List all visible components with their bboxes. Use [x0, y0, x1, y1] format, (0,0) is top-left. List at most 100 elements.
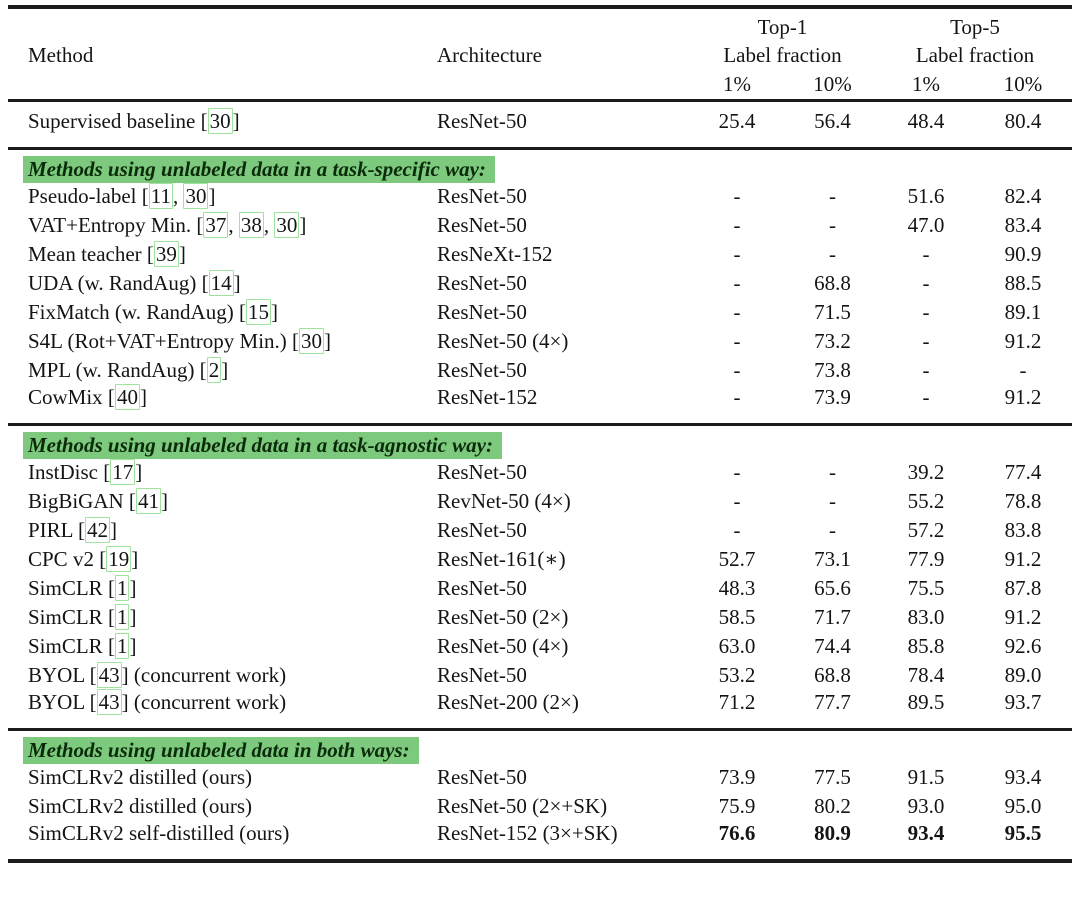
- value-cell: 77.4: [1004, 459, 1042, 484]
- citation-link[interactable]: 14: [208, 269, 234, 296]
- method-cell: BYOL [43] (concurrent work): [28, 688, 287, 715]
- architecture-cell: ResNet-152 (3×+SK): [437, 820, 618, 845]
- value-cell: 77.9: [907, 546, 945, 571]
- value-cell: -: [829, 488, 836, 513]
- value-cell: 87.8: [1004, 575, 1042, 600]
- top5-10pct-header: 10%: [1003, 71, 1043, 96]
- architecture-cell: ResNet-152: [437, 384, 538, 409]
- citation-link[interactable]: 43: [96, 688, 122, 715]
- header-spacer: [8, 7, 437, 40]
- citation-link[interactable]: 30: [299, 327, 325, 354]
- table-row: Pseudo-label [11, 30] ResNet-50 - - 51.6 82.4: [8, 182, 1072, 211]
- value-cell: 73.9: [718, 764, 756, 789]
- value-cell: 68.8: [814, 662, 851, 687]
- table-row: VAT+Entropy Min. [37, 38, 30] ResNet-50 - -…: [8, 211, 1072, 240]
- citation-link[interactable]: 1: [114, 603, 130, 630]
- value-cell: 91.5: [907, 764, 945, 789]
- table-row: CowMix [40] ResNet-152 - 73.9 - 91.2: [8, 383, 1072, 425]
- top5-group-title: Top-5: [950, 15, 1000, 39]
- value-cell: 80.2: [814, 793, 851, 818]
- architecture-cell: ResNet-50: [437, 183, 527, 208]
- citation-link[interactable]: 40: [114, 383, 140, 410]
- method-cell: UDA (w. RandAug) [14]: [28, 269, 241, 296]
- table-row: BYOL [43] (concurrent work) ResNet-50 53.2…: [8, 661, 1072, 690]
- architecture-cell: ResNet-50 (4×): [437, 328, 569, 353]
- citation-link[interactable]: 42: [84, 516, 110, 543]
- value-cell: -: [733, 299, 741, 324]
- value-cell: 73.1: [814, 546, 851, 571]
- value-cell: -: [922, 357, 930, 382]
- value-cell: 71.5: [814, 299, 851, 324]
- value-cell: -: [733, 270, 741, 295]
- value-cell: 89.0: [1004, 662, 1042, 687]
- citation-link[interactable]: 19: [106, 545, 132, 572]
- value-cell: 63.0: [718, 633, 756, 658]
- architecture-cell: ResNet-161(∗): [437, 546, 566, 571]
- architecture-cell: RevNet-50 (4×): [437, 488, 571, 513]
- method-cell: CowMix [40]: [28, 383, 147, 410]
- table-row: S4L (Rot+VAT+Entropy Min.) [30] ResNet-50…: [8, 327, 1072, 356]
- citation-link[interactable]: 39: [153, 240, 179, 267]
- citation-link[interactable]: 1: [114, 574, 130, 601]
- section-title-highlight: Methods using unlabeled data in both way…: [23, 736, 419, 764]
- value-cell: 65.6: [814, 575, 851, 600]
- table-section: Methods using unlabeled data in a task-a…: [8, 424, 1072, 729]
- value-cell: 91.2: [1004, 384, 1042, 409]
- method-cell: SimCLRv2 distilled (ours): [28, 793, 253, 818]
- method-cell: SimCLRv2 distilled (ours): [28, 764, 253, 789]
- architecture-cell: ResNet-50: [437, 108, 527, 133]
- citation-link[interactable]: 15: [245, 298, 271, 325]
- table-row: SimCLR [1] ResNet-50 48.3 65.6 75.5 87.8: [8, 574, 1072, 603]
- method-cell: VAT+Entropy Min. [37, 38, 30]: [28, 211, 307, 238]
- citation-link[interactable]: 1: [114, 632, 130, 659]
- method-cell: SimCLRv2 self-distilled (ours): [28, 820, 290, 845]
- method-cell: SimCLR [1]: [28, 574, 137, 601]
- header-spacer: [437, 70, 687, 100]
- citation-link[interactable]: 41: [135, 487, 161, 514]
- value-cell: 74.4: [814, 633, 851, 658]
- citation-link[interactable]: 11: [148, 182, 173, 209]
- method-cell: PIRL [42]: [28, 516, 117, 543]
- value-cell: -: [733, 459, 741, 484]
- method-cell: InstDisc [17]: [28, 458, 143, 485]
- value-cell: -: [922, 384, 930, 409]
- value-cell: 71.2: [718, 689, 756, 714]
- architecture-cell: ResNet-50: [437, 459, 527, 484]
- value-cell: 75.5: [907, 575, 945, 600]
- value-cell: 51.6: [907, 183, 945, 208]
- value-cell: 56.4: [814, 108, 851, 133]
- section-title-cell: Methods using unlabeled data in both way…: [8, 729, 1072, 764]
- value-cell: 78.8: [1004, 488, 1042, 513]
- citation-link[interactable]: 38: [238, 211, 264, 238]
- value-cell: 73.8: [814, 357, 851, 382]
- value-cell: 89.1: [1004, 299, 1042, 324]
- citation-link[interactable]: 17: [110, 458, 136, 485]
- section-title-row: Methods using unlabeled data in a task-a…: [8, 424, 1072, 459]
- citation-link[interactable]: 30: [207, 107, 233, 134]
- citation-link[interactable]: 30: [183, 182, 209, 209]
- results-table: Top-1 Top-5 Method Architecture Label fr…: [8, 5, 1072, 863]
- value-cell: -: [829, 459, 836, 484]
- method-cell: BigBiGAN [41]: [28, 487, 168, 514]
- citation-link[interactable]: 37: [203, 211, 229, 238]
- architecture-cell: ResNet-50: [437, 299, 527, 324]
- architecture-cell: ResNet-50: [437, 212, 527, 237]
- header-row-main: Method Architecture Label fraction Label…: [8, 40, 1072, 70]
- value-cell: 78.4: [907, 662, 945, 687]
- value-cell: 76.6: [718, 820, 756, 845]
- citation-link[interactable]: 43: [96, 661, 122, 688]
- value-cell: 47.0: [907, 212, 945, 237]
- table-section: Methods using unlabeled data in a task-s…: [8, 148, 1072, 424]
- citation-link[interactable]: 2: [206, 356, 222, 383]
- table-row: InstDisc [17] ResNet-50 - - 39.2 77.4: [8, 458, 1072, 487]
- method-cell: MPL (w. RandAug) [2]: [28, 356, 229, 383]
- top1-group-title: Top-1: [757, 15, 808, 39]
- value-cell: 25.4: [718, 108, 756, 133]
- table-section: Supervised baseline [30] ResNet-50 25.4 56.…: [8, 100, 1072, 148]
- method-cell: CPC v2 [19]: [28, 545, 139, 572]
- value-cell: -: [733, 183, 741, 208]
- citation-link[interactable]: 30: [274, 211, 300, 238]
- value-cell: 77.7: [814, 689, 851, 714]
- method-cell: SimCLR [1]: [28, 632, 137, 659]
